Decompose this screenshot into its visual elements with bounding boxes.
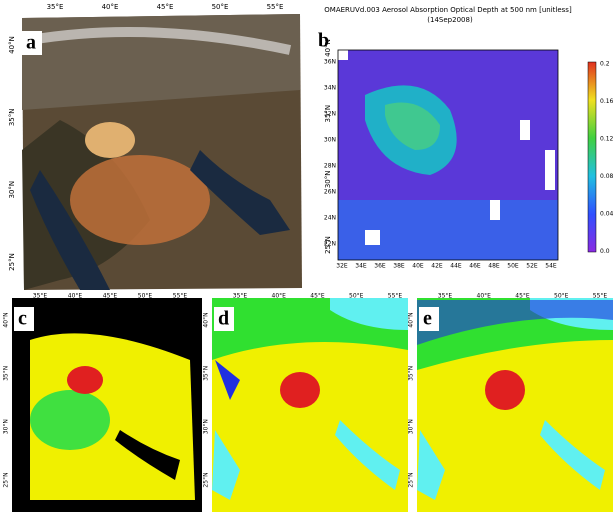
colorbar-label: 0.0 (600, 248, 610, 255)
lon-label: 35°E (438, 293, 453, 300)
panel-e (417, 298, 613, 512)
b-x-label: 54E (545, 263, 557, 270)
b-y-label: 24N (324, 215, 336, 222)
lon-label: 55°E (388, 293, 403, 300)
b-x-label: 50E (507, 263, 519, 270)
figure: OMAERUVd.003 Aerosol Absorption Optical … (0, 0, 615, 514)
lon-label: 45°E (515, 293, 530, 300)
panel-b-title: OMAERUVd.003 Aerosol Absorption Optical … (324, 6, 572, 14)
b-x-label: 46E (469, 263, 481, 270)
lat-label: 40°N (408, 312, 415, 327)
panel-a (22, 14, 302, 290)
lon-label: 35°E (47, 3, 64, 11)
colorbar-label: 0.2 (600, 61, 610, 68)
colorbar-label: 0.16 (600, 98, 614, 105)
b-x-label: 38E (393, 263, 405, 270)
panel-label: c (18, 308, 27, 330)
lat-label: 40°N (3, 312, 10, 327)
b-x-label: 32E (336, 263, 348, 270)
lon-label: 45°E (310, 293, 325, 300)
lat-label: 25°N (8, 253, 16, 271)
lon-label: 50°E (212, 3, 229, 11)
lon-label: 55°E (173, 293, 188, 300)
lon-label: 35°E (233, 293, 248, 300)
lon-label: 45°E (103, 293, 118, 300)
colorbar-label: 0.04 (600, 211, 614, 218)
lon-label: 45°E (157, 3, 174, 11)
panel-label: d (218, 308, 229, 330)
b-x-label: 52E (526, 263, 538, 270)
lon-label: 50°E (138, 293, 153, 300)
lon-label: 40°E (477, 293, 492, 300)
panel-b-date: (14Sep2008) (427, 16, 473, 24)
lat-label: 30°N (324, 171, 332, 189)
lon-label: 40°E (272, 293, 287, 300)
b-y-label: 32N (324, 111, 336, 118)
lon-label: 55°E (267, 3, 284, 11)
lat-label: 35°N (408, 366, 415, 381)
lat-label: 30°N (8, 181, 16, 199)
lat-label: 25°N (408, 472, 415, 487)
lat-label: 30°N (408, 419, 415, 434)
b-x-label: 48E (488, 263, 500, 270)
lat-label: 40°N (203, 312, 210, 327)
lon-label: 40°E (102, 3, 119, 11)
lon-label: 50°E (349, 293, 364, 300)
lat-label: 40°N (324, 39, 332, 57)
b-x-label: 36E (374, 263, 386, 270)
lat-label: 25°N (203, 472, 210, 487)
b-y-label: 22N (324, 241, 336, 248)
lat-label: 30°N (203, 419, 210, 434)
panel-label: a (26, 32, 36, 54)
panel-d (212, 298, 408, 512)
colorbar-label: 0.08 (600, 173, 614, 180)
b-x-label: 34E (355, 263, 367, 270)
b-y-label: 36N (324, 59, 336, 66)
b-x-label: 40E (412, 263, 424, 270)
b-y-label: 28N (324, 163, 336, 170)
lat-label: 25°N (3, 472, 10, 487)
panel-b (338, 50, 596, 260)
b-y-label: 30N (324, 137, 336, 144)
lat-label: 35°N (3, 366, 10, 381)
lat-label: 40°N (8, 36, 16, 54)
colorbar-label: 0.12 (600, 136, 614, 143)
lon-label: 50°E (554, 293, 569, 300)
lat-label: 30°N (3, 419, 10, 434)
b-x-label: 42E (431, 263, 443, 270)
lat-label: 35°N (8, 109, 16, 127)
panel-c (12, 298, 202, 512)
lon-label: 35°E (33, 293, 48, 300)
b-x-label: 44E (450, 263, 462, 270)
b-y-label: 26N (324, 189, 336, 196)
lon-label: 40°E (68, 293, 83, 300)
lat-label: 35°N (203, 366, 210, 381)
lon-label: 55°E (593, 293, 608, 300)
panel-label: e (423, 308, 432, 330)
b-y-label: 34N (324, 85, 336, 92)
